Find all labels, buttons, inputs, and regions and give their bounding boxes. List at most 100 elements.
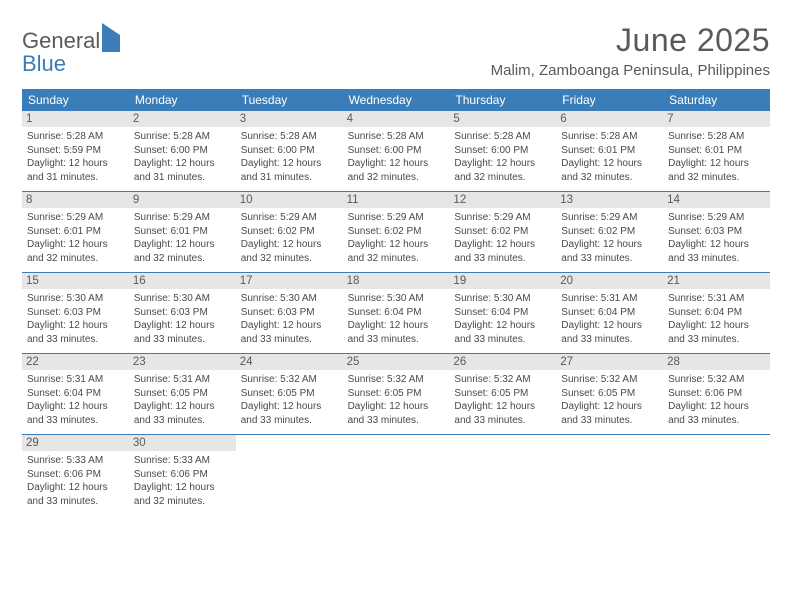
day-info-line: Sunset: 6:02 PM	[454, 225, 551, 239]
day-number: 9	[129, 192, 236, 208]
day-info-line: and 32 minutes.	[134, 495, 231, 509]
day-info-line: Daylight: 12 hours	[241, 157, 338, 171]
day-info-line: Sunset: 6:06 PM	[668, 387, 765, 401]
day-cell: 26Sunrise: 5:32 AMSunset: 6:05 PMDayligh…	[449, 354, 556, 434]
day-info-line: and 33 minutes.	[668, 414, 765, 428]
day-info-line: Daylight: 12 hours	[348, 400, 445, 414]
day-info-line: Daylight: 12 hours	[134, 319, 231, 333]
day-info-line: Sunrise: 5:28 AM	[348, 130, 445, 144]
day-info-line: and 33 minutes.	[561, 252, 658, 266]
week-row: 1Sunrise: 5:28 AMSunset: 5:59 PMDaylight…	[22, 111, 770, 192]
day-cell: 27Sunrise: 5:32 AMSunset: 6:05 PMDayligh…	[556, 354, 663, 434]
day-cell: 8Sunrise: 5:29 AMSunset: 6:01 PMDaylight…	[22, 192, 129, 272]
day-info-line: and 32 minutes.	[561, 171, 658, 185]
day-info-line: and 33 minutes.	[134, 414, 231, 428]
day-number: 2	[129, 111, 236, 127]
day-info-line: and 33 minutes.	[241, 333, 338, 347]
day-info-line: Sunset: 6:03 PM	[668, 225, 765, 239]
day-info-line: Sunset: 6:04 PM	[348, 306, 445, 320]
empty-cell	[343, 435, 450, 515]
day-info-line: Sunrise: 5:29 AM	[454, 211, 551, 225]
calendar-grid: Sunday Monday Tuesday Wednesday Thursday…	[22, 89, 770, 515]
day-cell: 25Sunrise: 5:32 AMSunset: 6:05 PMDayligh…	[343, 354, 450, 434]
day-number: 17	[236, 273, 343, 289]
day-cell: 15Sunrise: 5:30 AMSunset: 6:03 PMDayligh…	[22, 273, 129, 353]
day-info-line: Sunrise: 5:29 AM	[241, 211, 338, 225]
brand-logo: General Blue	[22, 22, 120, 76]
day-number: 3	[236, 111, 343, 127]
day-number: 30	[129, 435, 236, 451]
day-info-line: and 32 minutes.	[27, 252, 124, 266]
day-number: 23	[129, 354, 236, 370]
day-info-line: Daylight: 12 hours	[27, 319, 124, 333]
day-info-line: Sunrise: 5:32 AM	[241, 373, 338, 387]
empty-cell	[556, 435, 663, 515]
day-number: 21	[663, 273, 770, 289]
day-cell: 23Sunrise: 5:31 AMSunset: 6:05 PMDayligh…	[129, 354, 236, 434]
day-info-line: Daylight: 12 hours	[668, 319, 765, 333]
day-info-line: and 31 minutes.	[27, 171, 124, 185]
day-info-line: Sunset: 6:05 PM	[134, 387, 231, 401]
week-row: 15Sunrise: 5:30 AMSunset: 6:03 PMDayligh…	[22, 273, 770, 354]
week-row: 22 Sunrise: 5:31 AMSunset: 6:04 PM Dayligh…	[22, 354, 770, 435]
day-info-line: Sunrise: 5:32 AM	[668, 373, 765, 387]
day-info-line: Daylight: 12 hours	[561, 319, 658, 333]
day-info-line: Sunrise: 5:32 AM	[454, 373, 551, 387]
day-info-line: Sunrise: 5:30 AM	[241, 292, 338, 306]
day-info-line: Sunset: 6:05 PM	[454, 387, 551, 401]
day-info-line: Sunset: 6:00 PM	[241, 144, 338, 158]
day-cell: 5Sunrise: 5:28 AMSunset: 6:00 PMDaylight…	[449, 111, 556, 191]
day-info-line: Daylight: 12 hours	[668, 400, 765, 414]
day-info-line: and 33 minutes.	[348, 333, 445, 347]
empty-cell	[449, 435, 556, 515]
day-info-line: and 32 minutes.	[348, 171, 445, 185]
day-cell: 29Sunrise: 5:33 AMSunset: 6:06 PMDayligh…	[22, 435, 129, 515]
day-cell: 2Sunrise: 5:28 AMSunset: 6:00 PMDaylight…	[129, 111, 236, 191]
day-info-line: Daylight: 12 hours	[348, 319, 445, 333]
day-number: 20	[556, 273, 663, 289]
day-info-line: Daylight: 12 hours	[27, 157, 124, 171]
day-info-line: Sunset: 6:04 PM	[27, 387, 124, 401]
day-info-line: Sunset: 6:04 PM	[454, 306, 551, 320]
day-info-line: Sunrise: 5:31 AM	[27, 373, 124, 387]
day-cell: 6Sunrise: 5:28 AMSunset: 6:01 PMDaylight…	[556, 111, 663, 191]
day-cell: 19Sunrise: 5:30 AMSunset: 6:04 PMDayligh…	[449, 273, 556, 353]
day-info-line: Sunrise: 5:33 AM	[134, 454, 231, 468]
day-info-line: Daylight: 12 hours	[454, 319, 551, 333]
day-info-line: Daylight: 12 hours	[668, 157, 765, 171]
day-number: 6	[556, 111, 663, 127]
day-number: 1	[22, 111, 129, 127]
day-cell: 24Sunrise: 5:32 AMSunset: 6:05 PMDayligh…	[236, 354, 343, 434]
day-info-line: Sunrise: 5:30 AM	[454, 292, 551, 306]
day-info-line: and 32 minutes.	[134, 252, 231, 266]
logo-text-block: General Blue	[22, 30, 120, 76]
day-number: 22	[22, 354, 129, 370]
day-info-line: Sunrise: 5:32 AM	[348, 373, 445, 387]
day-number: 18	[343, 273, 450, 289]
day-info-line: and 31 minutes.	[134, 171, 231, 185]
day-info-line: Sunset: 6:01 PM	[134, 225, 231, 239]
day-number: 26	[449, 354, 556, 370]
day-info-line: and 33 minutes.	[27, 333, 124, 347]
day-info-line: Daylight: 12 hours	[561, 238, 658, 252]
day-info-line: and 33 minutes.	[454, 252, 551, 266]
day-cell: 11Sunrise: 5:29 AMSunset: 6:02 PMDayligh…	[343, 192, 450, 272]
day-info-line: Sunset: 6:03 PM	[27, 306, 124, 320]
day-info-line: Daylight: 12 hours	[241, 238, 338, 252]
day-info-line: and 32 minutes.	[241, 252, 338, 266]
day-info-line: and 32 minutes.	[454, 171, 551, 185]
day-info-line: and 33 minutes.	[454, 333, 551, 347]
day-info-line: Sunset: 6:05 PM	[561, 387, 658, 401]
day-info-line: and 33 minutes.	[561, 414, 658, 428]
day-info-line: and 32 minutes.	[668, 171, 765, 185]
day-info-line: Sunset: 6:02 PM	[241, 225, 338, 239]
day-info-line: Sunrise: 5:29 AM	[668, 211, 765, 225]
day-info-line: Sunrise: 5:28 AM	[668, 130, 765, 144]
logo-word2: Blue	[22, 51, 66, 76]
day-info-line: Daylight: 12 hours	[348, 238, 445, 252]
day-info-line: Sunset: 6:02 PM	[561, 225, 658, 239]
dow-tuesday: Tuesday	[236, 89, 343, 111]
day-number: 10	[236, 192, 343, 208]
day-number: 15	[22, 273, 129, 289]
day-info-line: and 33 minutes.	[134, 333, 231, 347]
